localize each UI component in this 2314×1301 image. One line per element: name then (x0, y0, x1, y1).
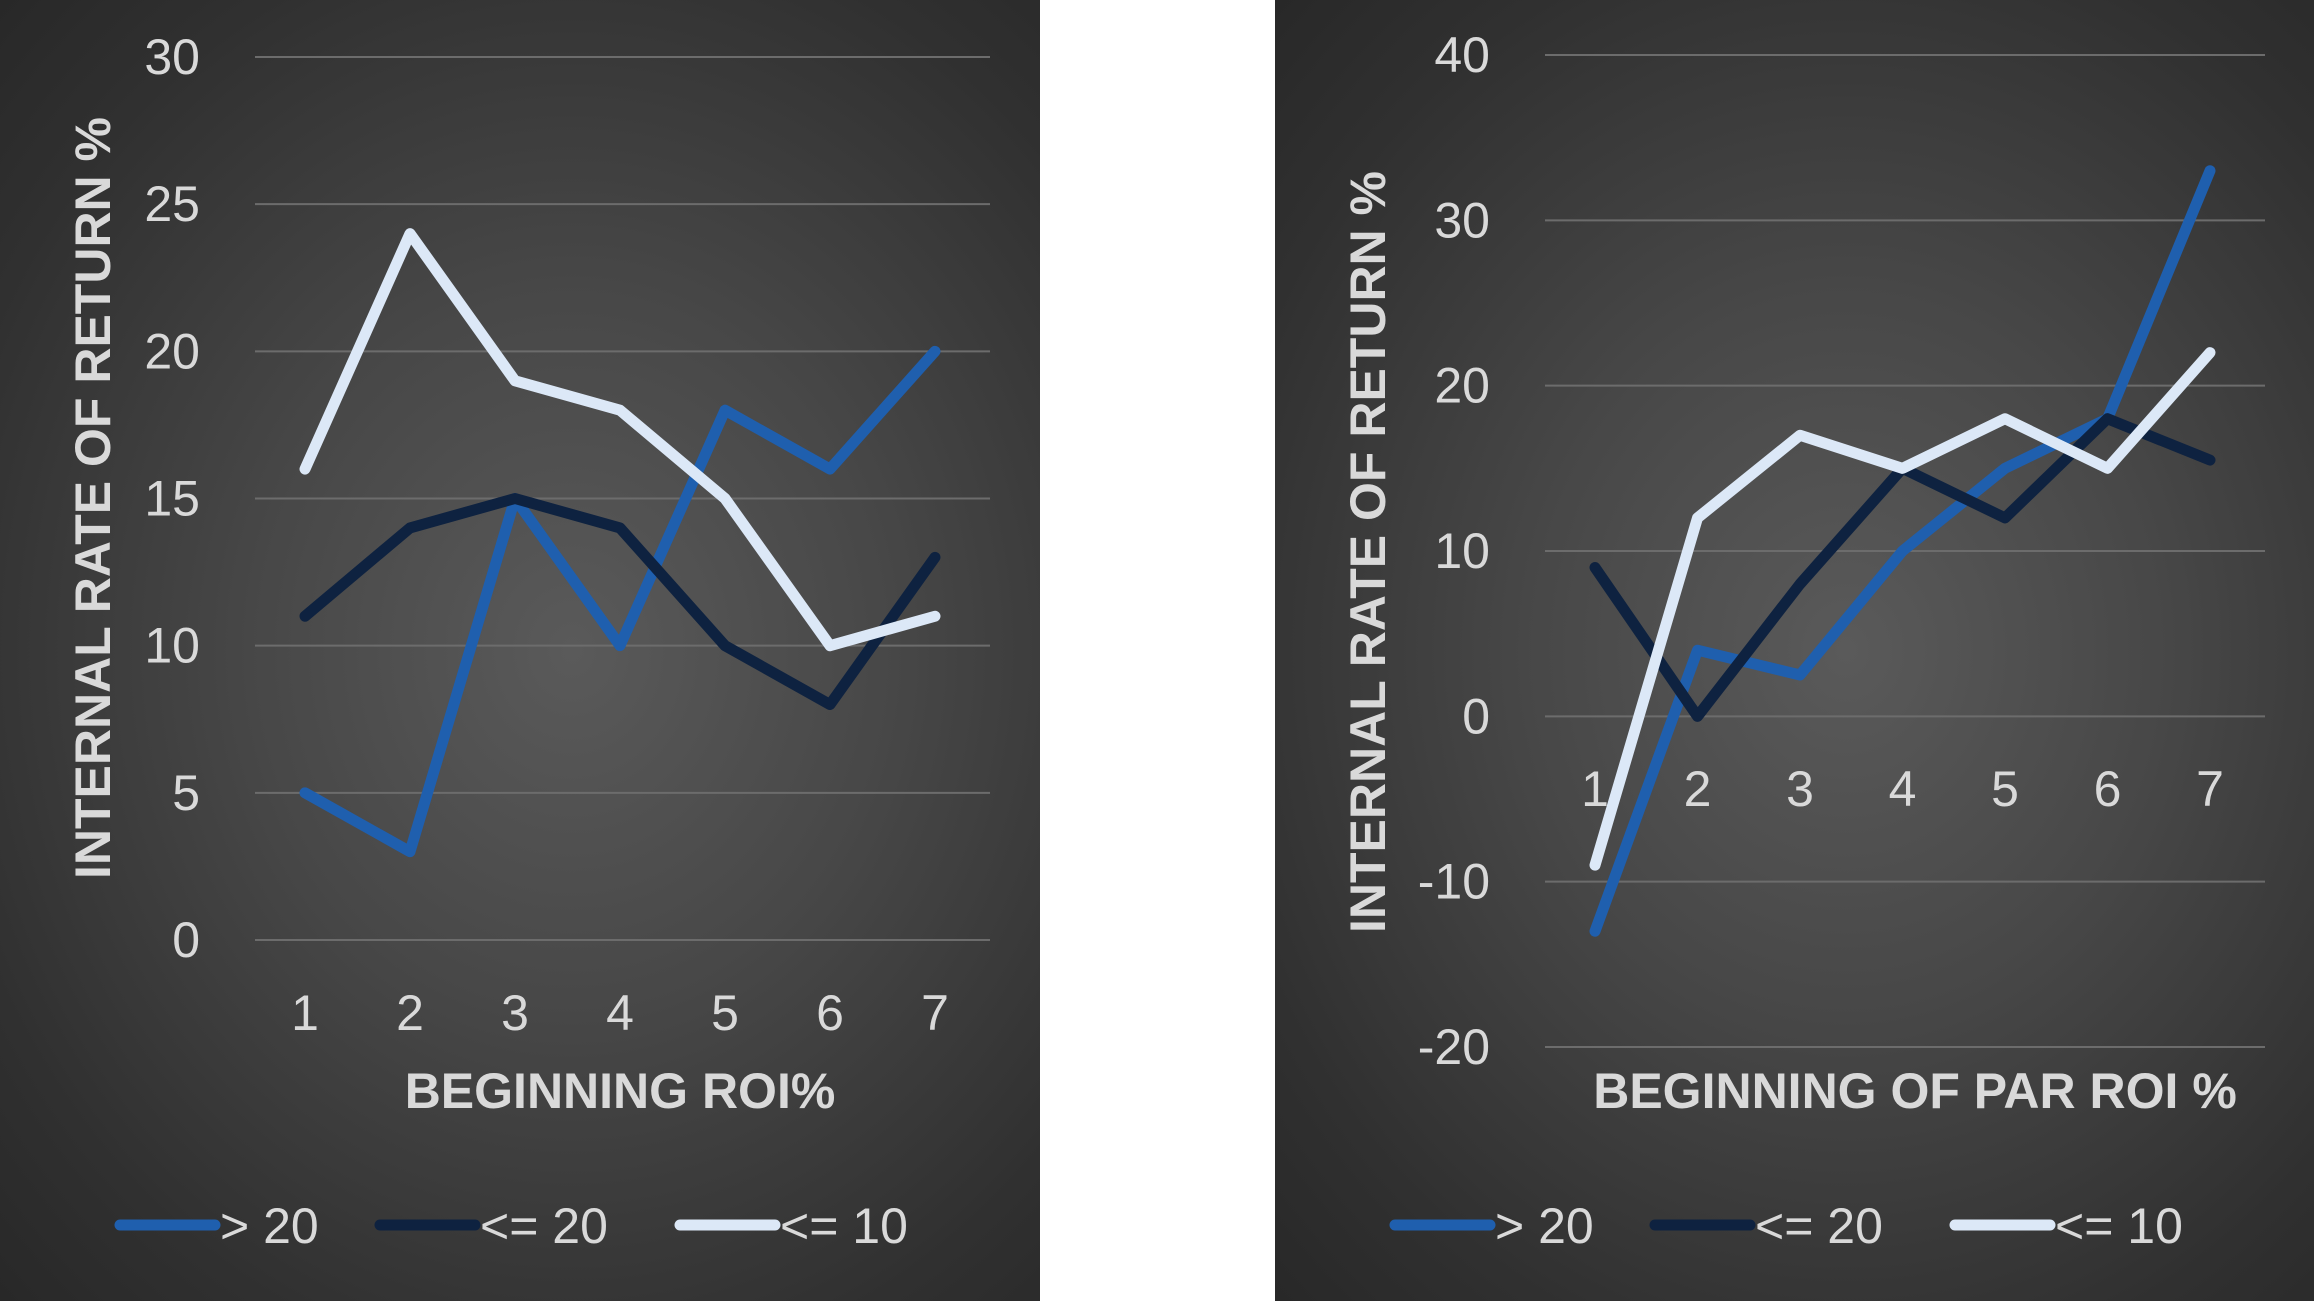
y-tick-label: 30 (144, 29, 200, 85)
x-tick-label: 7 (2196, 761, 2224, 817)
y-tick-label: 10 (1434, 523, 1490, 579)
legend-label: <= 10 (2055, 1198, 2183, 1254)
legend-label: > 20 (1495, 1198, 1594, 1254)
x-tick-label: 2 (396, 985, 424, 1041)
y-tick-label: 20 (1434, 358, 1490, 414)
chart-panel-beginning-roi: 0 5 10 15 20 25 30 1 2 3 4 5 6 7 BEGINNING ROI% INTERNA… (0, 0, 1040, 1301)
series-line-1 (299, 345, 941, 858)
y-axis-title: INTERNAL RATE OF RETURN % (65, 117, 121, 879)
x-tick-label: 6 (816, 985, 844, 1041)
y-tick-label: 20 (144, 323, 200, 379)
chart-svg-beginning-roi: 0 5 10 15 20 25 30 1 2 3 4 5 6 7 BEGINNING ROI% INTERNA… (65, 29, 990, 1254)
x-tick-label: 1 (1581, 761, 1609, 817)
y-tick-label: 0 (1462, 688, 1490, 744)
y-tick-label: 30 (1434, 192, 1490, 248)
y-tick-label: 10 (144, 618, 200, 674)
legend-label: <= 10 (780, 1198, 908, 1254)
x-tick-label: 7 (921, 985, 949, 1041)
y-tick-label: 40 (1434, 27, 1490, 83)
y-tick-label: 0 (172, 912, 200, 968)
y-tick-label: 5 (172, 765, 200, 821)
x-tick-label: 1 (291, 985, 319, 1041)
x-tick-label: 4 (606, 985, 634, 1041)
legend-label: <= 20 (480, 1198, 608, 1254)
x-tick-label: 5 (1991, 761, 2019, 817)
x-tick-label: 4 (1889, 761, 1917, 817)
series-line-3 (1589, 347, 2216, 871)
y-tick-label: -20 (1418, 1019, 1490, 1075)
chart-svg-beginning-of-par-roi: -20 -10 0 10 20 30 40 1 2 3 4 5 6 7 BEGINNING OF PAR R… (1340, 27, 2265, 1254)
x-tick-label: 3 (501, 985, 529, 1041)
y-tick-label: 15 (144, 471, 200, 527)
y-axis-title: INTERNAL RATE OF RETURN % (1340, 171, 1396, 933)
y-tick-label: 25 (144, 176, 200, 232)
legend-label: <= 20 (1755, 1198, 1883, 1254)
y-tick-label: -10 (1418, 854, 1490, 910)
legend-label: > 20 (220, 1198, 319, 1254)
chart-panel-beginning-of-par-roi: -20 -10 0 10 20 30 40 1 2 3 4 5 6 7 BEGINNING OF PAR R… (1275, 0, 2314, 1301)
x-tick-label: 6 (2094, 761, 2122, 817)
x-axis-title: BEGINNING OF PAR ROI % (1593, 1063, 2237, 1119)
series-line-3 (299, 228, 941, 652)
series-line-2 (299, 493, 941, 711)
x-tick-label: 5 (711, 985, 739, 1041)
x-axis-title: BEGINNING ROI% (405, 1063, 836, 1119)
x-tick-label: 3 (1786, 761, 1814, 817)
x-tick-label: 2 (1684, 761, 1712, 817)
